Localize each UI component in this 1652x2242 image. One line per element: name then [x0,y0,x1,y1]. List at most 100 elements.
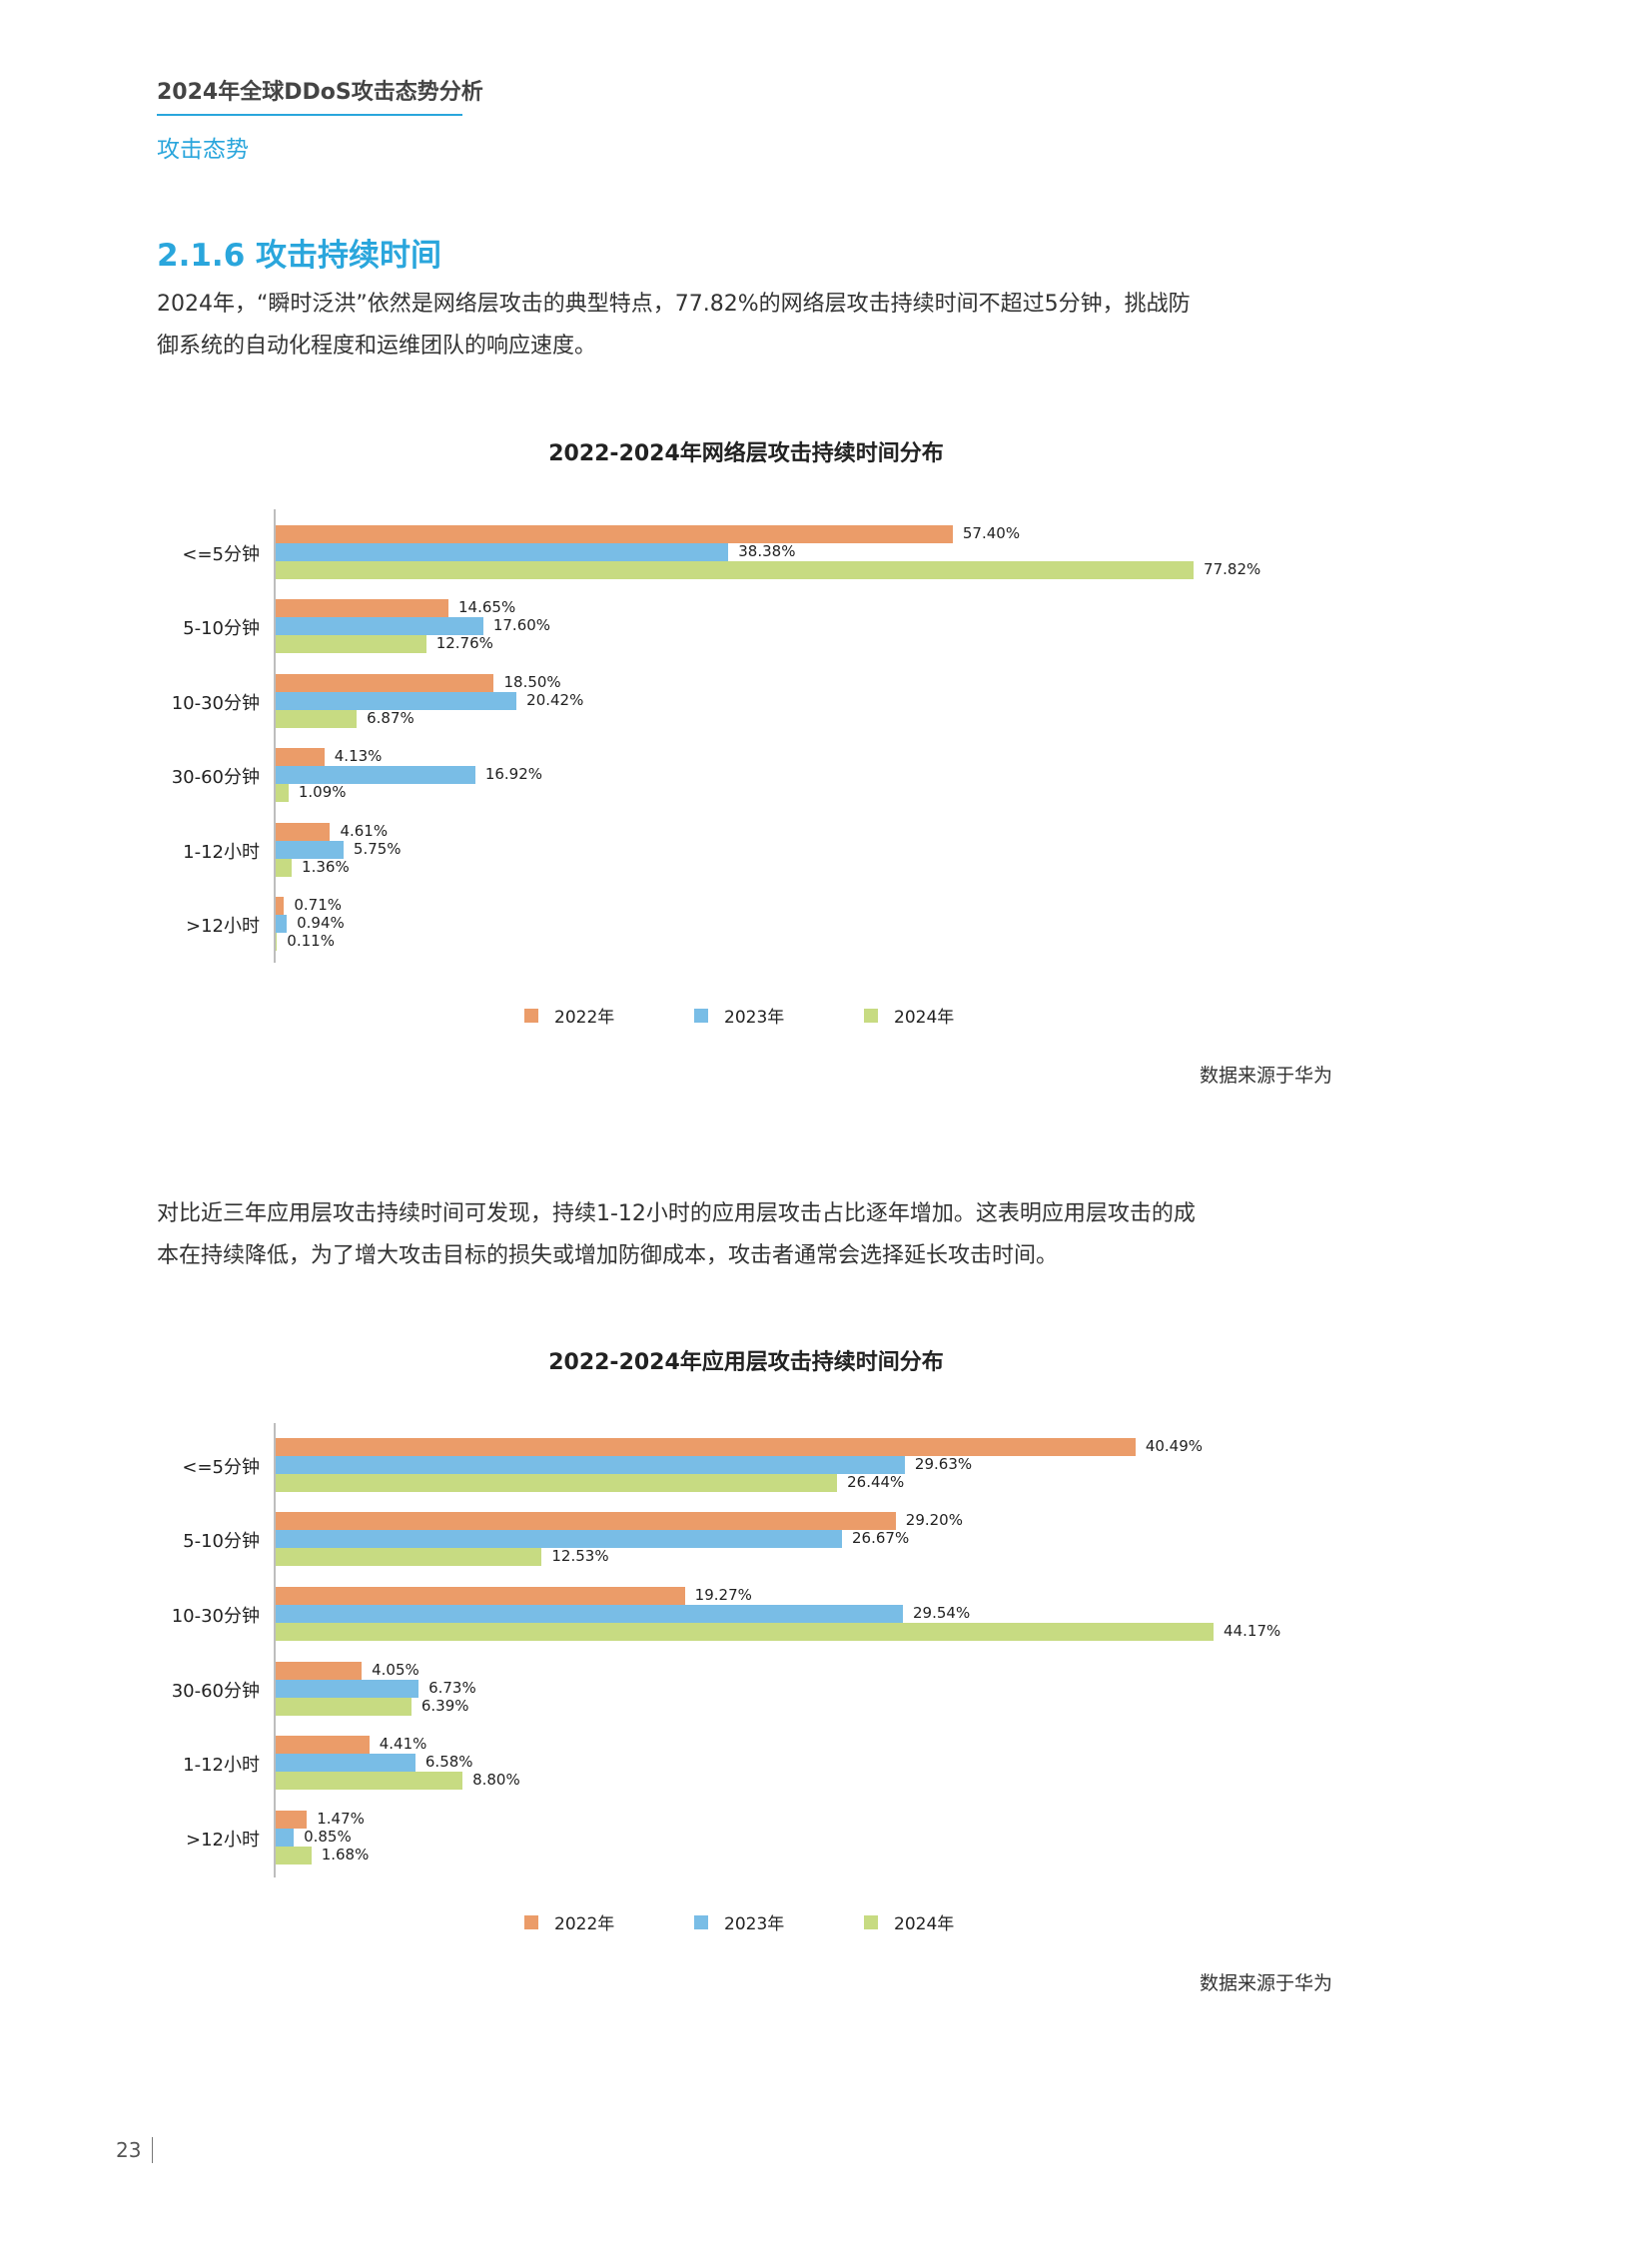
data-label: 14.65% [458,598,516,616]
data-label: 6.87% [367,709,414,727]
data-label: 17.60% [492,616,551,634]
bar-2022 [276,1736,370,1754]
bar-2022 [276,674,494,692]
paragraph-line: 对比近三年应用层攻击持续时间可发现，持续1-12小时的应用层攻击占比逐年增加。这… [157,1201,1196,1226]
document-title: 2024年全球DDoS攻击态势分析 [157,80,483,105]
y-axis-line [274,1423,276,1877]
bar-2024 [276,1548,542,1566]
legend-swatch-icon [694,1008,708,1023]
category-label: <=5分钟 [182,1457,260,1478]
legend-item-2022: 2022年 [524,1003,694,1028]
data-label: 6.39% [420,1697,469,1715]
legend-swatch-icon [864,1914,878,1929]
data-label: 6.73% [428,1679,476,1697]
bar-2023 [276,1754,415,1772]
bar-2023 [276,915,288,933]
data-label: 29.54% [913,1604,971,1622]
data-label: 12.76% [435,634,493,652]
bar-2022 [276,1587,685,1605]
bar-2024 [276,1474,838,1492]
bar-2024 [276,933,278,951]
data-label: 0.71% [294,896,343,914]
data-label: 4.05% [372,1661,419,1679]
data-label: 26.44% [847,1473,905,1491]
section-title: 2.1.6 攻击持续时间 [157,238,442,274]
bar-2023 [276,766,475,784]
data-label: 5.75% [353,840,402,858]
bar-2023 [276,1605,904,1623]
data-label: 0.11% [287,932,335,950]
y-axis-line [274,509,276,963]
data-source-note: 数据来源于华为 [1199,1972,1332,1994]
bar-2023 [276,841,344,859]
data-label: 29.63% [914,1455,973,1473]
data-label: 0.94% [297,914,345,932]
data-label: 12.53% [551,1547,609,1565]
legend-item-2023: 2023年 [694,1909,864,1934]
bar-2022 [276,897,285,915]
category-label: 10-30分钟 [171,693,260,714]
data-label: 26.67% [852,1529,910,1547]
data-label: 1.36% [302,858,350,876]
chart-legend-application: 2022年 2023年 2024年 [524,1909,1034,1934]
bar-2022 [276,525,953,543]
legend-item-2023: 2023年 [694,1003,864,1028]
data-label: 4.13% [334,747,383,765]
bar-2024 [276,1698,412,1716]
paragraph-line: 2024年，“瞬时泛洪”依然是网络层攻击的典型特点，77.82%的网络层攻击持续… [157,292,1191,317]
bar-2024 [276,1847,312,1865]
bar-2022 [276,599,449,617]
data-label: 4.41% [379,1735,427,1753]
category-label: 1-12小时 [183,1755,260,1776]
data-label: 40.49% [1145,1437,1204,1455]
bar-2024 [276,1772,463,1790]
chart-title-application: 2022-2024年应用层攻击持续时间分布 [548,1350,944,1375]
chart-title-network: 2022-2024年网络层攻击持续时间分布 [548,441,944,466]
bar-2024 [276,710,358,728]
paragraph-network-layer: 2024年，“瞬时泛洪”依然是网络层攻击的典型特点，77.82%的网络层攻击持续… [157,284,1335,368]
bar-2022 [276,1512,896,1530]
data-label: 18.50% [503,673,561,691]
data-label: 44.17% [1224,1622,1281,1640]
bar-2023 [276,617,483,635]
bar-2023 [276,692,517,710]
paragraph-application-layer: 对比近三年应用层攻击持续时间可发现，持续1-12小时的应用层攻击占比逐年增加。这… [157,1193,1335,1277]
data-label: 4.61% [340,822,389,840]
paragraph-line: 本在持续降低，为了增大攻击目标的损失或增加防御成本，攻击者通常会选择延长攻击时间… [157,1243,1059,1268]
bar-2023 [276,1680,419,1698]
category-label: >12小时 [186,916,260,937]
data-label: 57.40% [962,524,1021,542]
data-label: 38.38% [738,542,796,560]
bar-2022 [276,1438,1136,1456]
data-label: 19.27% [694,1586,752,1604]
data-label: 1.68% [321,1846,370,1864]
category-label: 30-60分钟 [171,1681,260,1702]
bar-2023 [276,1456,905,1474]
data-source-note: 数据来源于华为 [1199,1065,1332,1087]
category-label: <=5分钟 [182,544,260,565]
data-label: 6.58% [424,1753,473,1771]
legend-swatch-icon [524,1914,538,1929]
data-label: 20.42% [526,691,584,709]
data-label: 1.09% [298,783,347,801]
chart-legend-network: 2022年 2023年 2024年 [524,1003,1034,1028]
legend-item-2024: 2024年 [864,1909,1034,1934]
chapter-label: 攻击态势 [157,137,249,163]
category-label: 5-10分钟 [183,1531,260,1552]
data-label: 29.20% [905,1511,963,1529]
page-number: 23 [116,2138,142,2162]
category-label: 5-10分钟 [183,618,260,639]
legend-item-2024: 2024年 [864,1003,1034,1028]
data-label: 0.85% [304,1828,352,1846]
legend-swatch-icon [864,1008,878,1023]
legend-swatch-icon [694,1914,708,1929]
bar-2024 [276,561,1195,579]
bar-2022 [276,748,325,766]
data-label: 8.80% [472,1771,520,1789]
category-label: 10-30分钟 [171,1606,260,1627]
bar-2024 [276,784,289,802]
legend-item-2022: 2022年 [524,1909,694,1934]
bar-2022 [276,1662,363,1680]
data-label: 16.92% [484,765,543,783]
page-number-divider [152,2137,153,2163]
